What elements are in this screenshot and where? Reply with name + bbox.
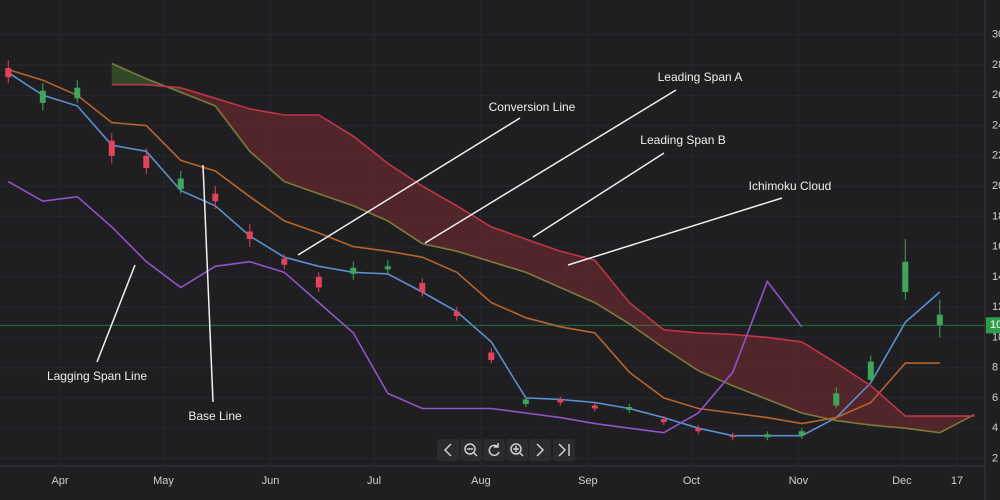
scroll-right-button[interactable]	[529, 439, 551, 461]
annotation: Base Line	[188, 409, 242, 423]
y-tick-label: 10	[992, 331, 1000, 343]
cloud-segment	[663, 329, 699, 371]
y-tick-label: 24	[992, 119, 1000, 131]
candle-body	[522, 399, 529, 404]
candle-body	[488, 352, 495, 361]
candle-body	[350, 267, 357, 274]
indicator-line	[8, 68, 940, 425]
indicator-line	[7, 71, 941, 437]
scroll-to-end-button[interactable]	[553, 439, 575, 461]
x-tick-label: Apr	[51, 475, 68, 487]
x-tick-label: May	[153, 475, 174, 487]
cloud-segment	[111, 63, 147, 85]
candle-body	[902, 261, 909, 293]
annotation: Ichimoku Cloud	[749, 179, 832, 193]
indicator-line	[111, 83, 975, 417]
y-tick-label: 28	[992, 59, 1000, 71]
candles	[5, 60, 943, 441]
candle-body	[5, 68, 12, 78]
candle-body	[108, 140, 115, 156]
x-tick-label: Sep	[578, 475, 598, 487]
y-tick-label: 18	[992, 210, 1000, 222]
cloud-segment	[318, 114, 354, 206]
y-tick-label: 14	[992, 271, 1000, 283]
candle-body	[798, 431, 805, 436]
last-price-label: 10.8	[990, 319, 1000, 331]
candle-body	[729, 435, 736, 438]
scroll-left-button[interactable]	[437, 439, 459, 461]
y-tick-label: 22	[992, 150, 1000, 162]
candle-body	[246, 231, 253, 240]
cloud-segment	[767, 337, 802, 414]
cloud-segment	[594, 260, 630, 324]
y-tick-label: 8	[992, 362, 998, 374]
annotations: Conversion Line Leading Span A Leading S…	[47, 70, 831, 423]
candle-body	[315, 276, 322, 288]
x-tick-label: Jul	[367, 475, 381, 487]
cloud-segment	[284, 114, 319, 194]
x-tick-label: Dec	[892, 475, 912, 487]
y-tick-label: 6	[992, 392, 998, 404]
cloud-segment	[180, 87, 216, 106]
x-tick-label: Jun	[262, 475, 280, 487]
zoom-in-button[interactable]	[506, 439, 528, 461]
cloud-segment	[456, 205, 492, 262]
candle-body	[177, 178, 184, 190]
x-tick-label: Nov	[789, 475, 809, 487]
candle-body	[867, 361, 874, 380]
annotation-pointer	[202, 164, 214, 403]
y-tick-label: 16	[992, 241, 1000, 253]
candle-body	[695, 428, 702, 432]
candle-body	[833, 393, 840, 406]
annotation-pointer	[96, 264, 136, 363]
reset-button[interactable]	[483, 439, 505, 461]
annotation: Lagging Span Line	[47, 369, 147, 383]
candle-body	[591, 405, 598, 409]
candle-body	[764, 434, 771, 438]
annotation: Leading Span B	[640, 133, 725, 147]
cloud-segment	[698, 332, 733, 386]
candle-body	[626, 406, 633, 411]
zoom-out-button[interactable]	[460, 439, 482, 461]
y-tick-label: 20	[992, 180, 1000, 192]
annotation: Conversion Line	[489, 100, 576, 114]
y-tick-label: 2	[992, 452, 998, 464]
last-price-marker	[986, 317, 1000, 334]
cloud-segment	[249, 108, 285, 182]
annotation: Leading Span A	[658, 70, 743, 84]
candle-body	[74, 87, 81, 99]
indicator-line	[111, 62, 975, 434]
candle-body	[384, 266, 391, 270]
candle-body	[660, 419, 667, 423]
lines	[0, 62, 985, 437]
y-tick-label: 4	[992, 422, 998, 434]
cloud-segment	[870, 385, 906, 429]
cloud-segment	[801, 341, 837, 421]
annotation-pointer	[424, 89, 677, 244]
candle-body	[281, 258, 288, 265]
toolbar	[437, 439, 575, 461]
candle-body	[936, 314, 943, 326]
candle-body	[557, 399, 564, 403]
x-tick-label: 17	[951, 475, 963, 487]
y-tick-label: 30	[992, 29, 1000, 41]
candle-body	[453, 311, 460, 317]
candle-body	[419, 282, 426, 293]
cloud-segment	[422, 186, 457, 252]
x-tick-label: Oct	[683, 475, 700, 487]
annotation-pointer	[297, 117, 521, 256]
candle-body	[212, 193, 219, 202]
indicator-line	[7, 180, 803, 434]
cloud-segment	[215, 98, 250, 152]
annotation-pointer	[532, 152, 665, 238]
y-tick-label: 12	[992, 301, 1000, 313]
x-tick-label: Aug	[471, 475, 491, 487]
candle-body	[39, 90, 46, 103]
cloud-segment	[491, 226, 526, 273]
candle-body	[143, 155, 150, 168]
y-tick-label: 26	[992, 89, 1000, 101]
annotation-pointer	[567, 197, 783, 266]
